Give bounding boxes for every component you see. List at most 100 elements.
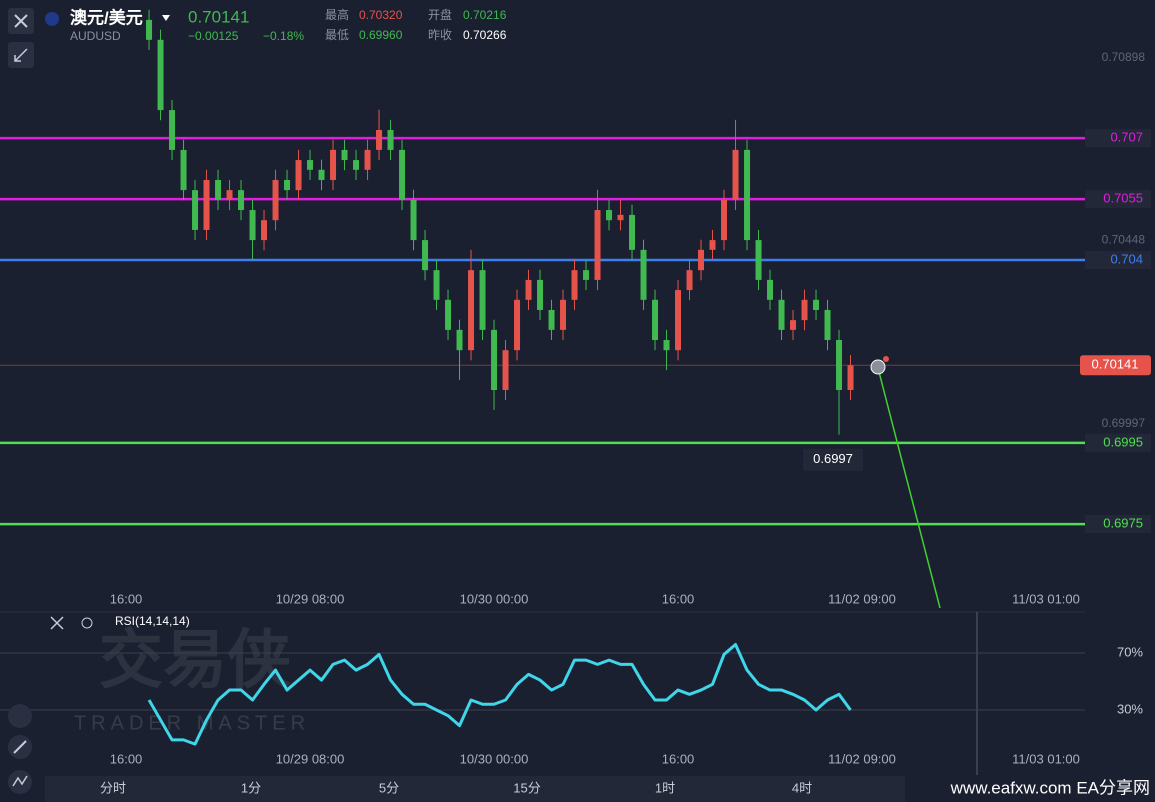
rsi-close[interactable] bbox=[50, 616, 64, 630]
candle-body bbox=[272, 179, 279, 221]
candle-body bbox=[813, 299, 820, 310]
label: 最高 bbox=[325, 7, 349, 22]
candle-body bbox=[445, 299, 452, 330]
candle-body bbox=[376, 130, 383, 150]
candle-body bbox=[284, 179, 291, 191]
candle-body bbox=[169, 110, 176, 150]
period-button[interactable]: 4时 bbox=[792, 780, 812, 795]
candle-body bbox=[514, 299, 521, 351]
candle-body bbox=[203, 179, 210, 230]
candle-body bbox=[341, 149, 348, 161]
prev-close: 0.70266 bbox=[463, 28, 507, 42]
candle-body bbox=[491, 329, 498, 390]
candle-body bbox=[353, 160, 360, 170]
period-button[interactable]: 分时 bbox=[100, 780, 126, 795]
candle-body bbox=[399, 149, 406, 200]
period-button[interactable]: 15分 bbox=[513, 780, 540, 795]
candle-body bbox=[663, 340, 670, 351]
candle-body bbox=[732, 149, 739, 200]
level-label-bg bbox=[1085, 251, 1151, 269]
candle-body bbox=[525, 279, 532, 300]
candle-body bbox=[468, 270, 475, 351]
change: −0.00125 bbox=[188, 29, 239, 43]
info-marker[interactable] bbox=[870, 359, 886, 375]
candle-body bbox=[801, 299, 808, 321]
x-tick-label: 10/30 00:00 bbox=[460, 591, 529, 606]
candle-body bbox=[318, 169, 325, 180]
candle-body bbox=[422, 240, 429, 271]
candle-body bbox=[617, 214, 624, 221]
y-tick-label: 70% bbox=[1117, 644, 1143, 659]
candle-body bbox=[560, 299, 567, 330]
candle-body bbox=[537, 279, 544, 310]
change-pct: −0.18% bbox=[263, 29, 304, 43]
footer: www.eafxw.com EA分享网 bbox=[950, 778, 1150, 797]
period-button[interactable]: 1分 bbox=[241, 780, 261, 795]
candle-body bbox=[157, 39, 164, 111]
y-tick-label: 0.70898 bbox=[1102, 50, 1146, 64]
tool-button[interactable] bbox=[8, 704, 32, 728]
level-label-bg bbox=[1085, 129, 1151, 148]
x-tick-label: 10/30 00:00 bbox=[460, 751, 529, 766]
level-label-bg bbox=[1085, 433, 1151, 452]
candle-body bbox=[778, 299, 785, 330]
candle-body bbox=[721, 199, 728, 241]
candle-body bbox=[640, 249, 647, 300]
x-tick-label: 10/29 08:00 bbox=[276, 751, 345, 766]
candle-body bbox=[594, 210, 601, 280]
close-icon bbox=[14, 14, 28, 28]
candle-body bbox=[261, 220, 268, 241]
low: 0.69960 bbox=[359, 28, 403, 42]
candle-body bbox=[755, 240, 762, 280]
level-label: 0.6975 bbox=[1103, 516, 1143, 531]
candle-body bbox=[249, 210, 256, 241]
candle-body bbox=[307, 160, 314, 170]
current-price-label: 0.70141 bbox=[1092, 357, 1139, 372]
open: 0.70216 bbox=[463, 8, 507, 22]
rsi-settings[interactable] bbox=[81, 617, 93, 629]
marker-dot bbox=[883, 356, 889, 362]
candle-body bbox=[790, 320, 797, 330]
watermark-sub: TRADER MASTER bbox=[74, 712, 310, 734]
label: 昨收 bbox=[428, 28, 452, 42]
price-chart: 0.70898 0.70448 0.69997 16:00 10/29 08:00 10/… bbox=[0, 9, 1151, 606]
x-tick-label: 16:00 bbox=[110, 751, 143, 766]
candle-body bbox=[215, 179, 222, 200]
y-tick-label: 30% bbox=[1117, 701, 1143, 716]
level-label-bg bbox=[1085, 190, 1151, 209]
x-tick-label: 16:00 bbox=[110, 591, 143, 606]
candle-body bbox=[744, 149, 751, 241]
y-tick-label: 0.69997 bbox=[1102, 416, 1146, 430]
label: 开盘 bbox=[428, 7, 452, 22]
period-button[interactable]: 1时 bbox=[655, 780, 675, 795]
candle-body bbox=[767, 279, 774, 300]
rsi-title: RSI(14,14,14) bbox=[115, 614, 190, 628]
level-label: 0.707 bbox=[1110, 130, 1143, 145]
period-button[interactable]: 5分 bbox=[379, 780, 399, 795]
watermark: 交易侠 bbox=[99, 624, 291, 696]
candle-body bbox=[675, 290, 682, 351]
collapse-icon bbox=[14, 48, 28, 62]
x-tick-label: 16:00 bbox=[662, 751, 695, 766]
dropdown[interactable] bbox=[162, 15, 170, 21]
x-tick-label: 11/02 09:00 bbox=[828, 591, 896, 606]
candle-body bbox=[709, 240, 716, 250]
candle-body bbox=[433, 270, 440, 300]
candle-body bbox=[824, 309, 831, 341]
candle-body bbox=[847, 365, 854, 390]
candle-body bbox=[410, 199, 417, 241]
candle-body bbox=[146, 19, 153, 40]
symbol[interactable]: 澳元/美元 bbox=[70, 7, 143, 27]
pen-icon bbox=[13, 740, 27, 754]
x-tick-label: 16:00 bbox=[662, 591, 695, 606]
candle-body bbox=[238, 190, 245, 211]
high: 0.70320 bbox=[359, 8, 403, 22]
candle-body bbox=[295, 160, 302, 191]
rsi-chart: 16:00 10/29 08:00 10/30 00:00 16:00 11/02 09… bbox=[0, 642, 1143, 766]
level-label: 0.7055 bbox=[1103, 191, 1143, 206]
y-tick-label: 0.70448 bbox=[1102, 233, 1146, 247]
x-tick-label: 10/29 08:00 bbox=[276, 591, 345, 606]
candle-body bbox=[502, 350, 509, 390]
last-price: 0.70141 bbox=[188, 7, 249, 26]
